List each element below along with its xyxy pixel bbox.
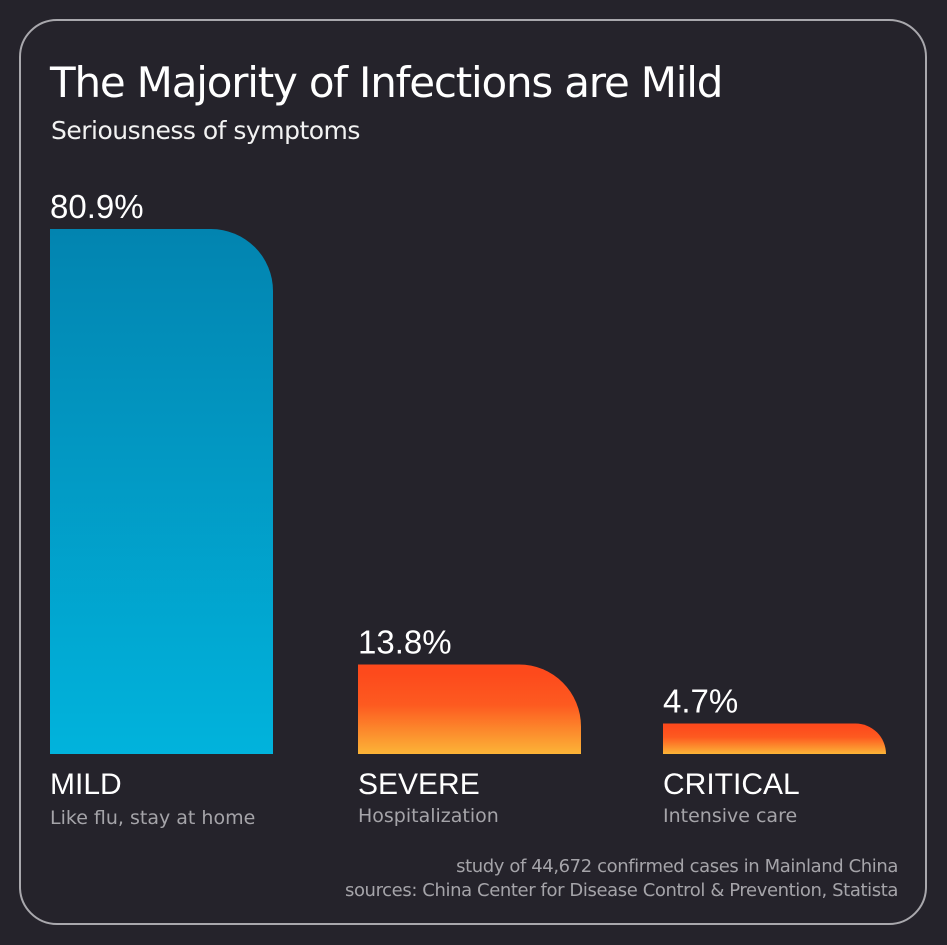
- value-label-severe: 13.8%: [358, 623, 452, 660]
- bar-severe: [358, 664, 581, 754]
- category-description-critical: Intensive care: [663, 805, 797, 827]
- bar-mild: [50, 229, 273, 754]
- bar-critical: [663, 723, 886, 754]
- footnote-sources: sources: China Center for Disease Contro…: [344, 880, 898, 901]
- chart-subtitle: Seriousness of symptoms: [51, 116, 360, 145]
- chart-card: [19, 19, 927, 925]
- value-label-critical: 4.7%: [663, 682, 738, 719]
- category-description-mild: Like flu, stay at home: [50, 807, 255, 829]
- footnote-study: study of 44,672 confirmed cases in Mainl…: [456, 856, 898, 877]
- category-label-severe: SEVERE: [358, 768, 480, 801]
- category-label-mild: MILD: [50, 768, 122, 801]
- value-label-mild: 80.9%: [50, 188, 144, 225]
- category-label-critical: CRITICAL: [663, 768, 800, 801]
- chart-title: The Majority of Infections are Mild: [50, 58, 723, 107]
- category-description-severe: Hospitalization: [358, 805, 499, 827]
